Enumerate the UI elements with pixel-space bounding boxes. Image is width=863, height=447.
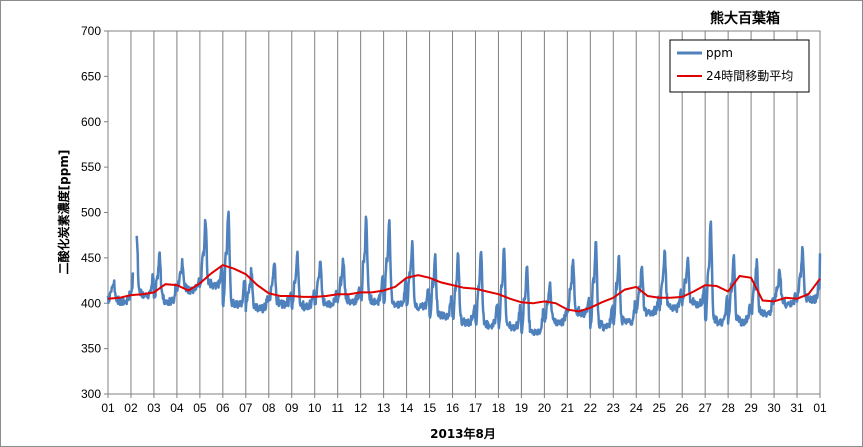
x-tick-label: 31 <box>790 401 804 415</box>
x-tick-label: 02 <box>124 401 138 415</box>
y-tick-label: 600 <box>81 115 101 129</box>
x-tick-label: 30 <box>767 401 781 415</box>
x-tick-label: 15 <box>423 401 437 415</box>
x-tick-label: 05 <box>193 401 207 415</box>
y-tick-label: 350 <box>81 342 101 356</box>
series-ppm-line-segment <box>135 210 822 337</box>
x-tick-label: 29 <box>744 401 758 415</box>
y-tick-label: 700 <box>81 24 101 38</box>
x-axis: 01 02 03 04 05 06 07 08 09 10 11 12 13 14 15 16 17 18 19 20… <box>101 394 827 415</box>
x-tick-label: 19 <box>515 401 529 415</box>
x-tick-label: 16 <box>446 401 460 415</box>
x-tick-label: 20 <box>538 401 552 415</box>
legend-box <box>669 39 810 93</box>
x-tick-label: 12 <box>354 401 368 415</box>
x-tick-label: 24 <box>630 401 644 415</box>
x-tick-label: 14 <box>400 401 414 415</box>
legend-label-ppm: ppm <box>706 46 733 60</box>
x-axis-title: 2013年8月 <box>430 426 496 441</box>
x-tick-label: 18 <box>492 401 506 415</box>
x-tick-label: 13 <box>377 401 391 415</box>
series-layer <box>106 210 822 337</box>
chart-title: 熊大百葉箱 <box>710 10 780 27</box>
x-tick-label: 22 <box>584 401 598 415</box>
y-axis: 300 350 400 450 500 550 600 650 700 <box>81 24 108 401</box>
legend-label-moving-average: 24時間移動平均 <box>706 69 793 83</box>
series-moving-average-line <box>107 263 821 313</box>
y-tick-label: 550 <box>81 160 101 174</box>
y-axis-title: 二酸化炭素濃度[ppm] <box>56 150 71 275</box>
x-tick-label: 07 <box>239 401 253 415</box>
y-tick-label: 450 <box>81 251 101 265</box>
y-tick-label: 650 <box>81 69 101 83</box>
x-tick-label: 08 <box>262 401 276 415</box>
x-tick-label: 27 <box>698 401 712 415</box>
x-tick-label: 17 <box>469 401 483 415</box>
y-tick-label: 300 <box>81 387 101 401</box>
grid-layer <box>107 30 821 395</box>
y-tick-label: 500 <box>81 206 101 220</box>
x-tick-label: 21 <box>561 401 575 415</box>
x-tick-label: 23 <box>607 401 621 415</box>
x-tick-label: 06 <box>216 401 230 415</box>
x-tick-label: 03 <box>147 401 161 415</box>
series-ppm-line-segment <box>106 272 135 307</box>
y-tick-label: 400 <box>81 296 101 310</box>
x-tick-label: 10 <box>308 401 322 415</box>
x-tick-label: 01 <box>101 401 115 415</box>
legend: ppm 24時間移動平均 <box>669 39 810 93</box>
x-tick-label: 01 <box>813 401 827 415</box>
x-tick-label: 11 <box>331 401 344 415</box>
x-tick-label: 28 <box>721 401 735 415</box>
x-tick-label: 26 <box>676 401 690 415</box>
x-tick-label: 04 <box>170 401 184 415</box>
x-tick-label: 25 <box>653 401 667 415</box>
x-tick-label: 09 <box>285 401 299 415</box>
